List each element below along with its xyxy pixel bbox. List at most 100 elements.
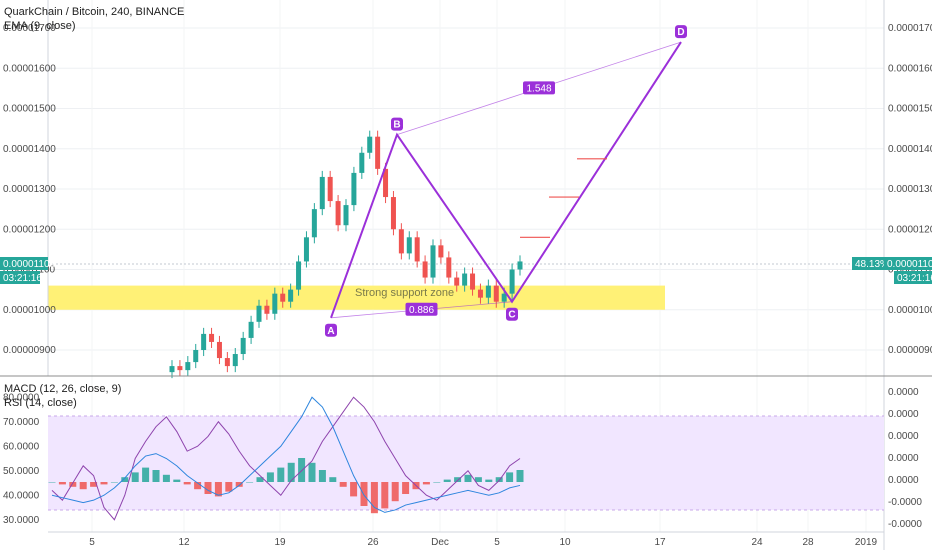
macd-bar — [266, 472, 274, 482]
macd-bar — [183, 482, 191, 485]
candle-body — [201, 333, 207, 350]
y-tick-label: 0.00000900 — [888, 345, 932, 356]
y-tick-label: 0.00001000 — [888, 305, 932, 316]
candle-body — [343, 205, 349, 226]
macd-bar — [152, 470, 160, 482]
candle-body — [216, 341, 222, 359]
time-axis[interactable]: 5 12 19 26 Dec 5 10 17 24 28 2019 — [89, 537, 877, 548]
macd-bar — [329, 477, 337, 482]
macd-bar — [48, 482, 56, 483]
target-lines — [520, 158, 607, 238]
last-price-left: 0.00001108 — [3, 259, 56, 270]
candle-body — [493, 285, 499, 302]
x-tick-label: 24 — [751, 537, 763, 548]
y-tick-label: 0.00001700 — [3, 23, 56, 34]
rsi-label[interactable]: RSI (14, close) — [4, 397, 77, 409]
macd-tick-label: 0.0000 — [888, 387, 919, 398]
macd-bar — [381, 482, 389, 509]
macd-bar — [194, 482, 202, 490]
macd-bar — [235, 482, 243, 487]
y-tick-label: 0.00001400 — [888, 144, 932, 155]
candle-body — [517, 261, 523, 270]
macd-bar — [506, 472, 514, 482]
x-tick-label: Dec — [431, 537, 449, 548]
macd-bar — [58, 482, 66, 485]
candle-body — [264, 305, 270, 314]
support-zone[interactable] — [48, 285, 665, 310]
macd-bar — [391, 482, 399, 502]
y-tick-label: 0.00001600 — [888, 63, 932, 74]
x-tick-label: 17 — [654, 537, 666, 548]
rsi-band — [48, 416, 884, 510]
last-price-badge-right — [884, 257, 932, 270]
candle-body — [438, 245, 444, 258]
macd-bar — [277, 467, 285, 482]
harmonic-pattern[interactable]: A B C D 1.548 0.886 — [325, 25, 687, 337]
candle-body — [327, 176, 333, 202]
x-tick-label: 26 — [367, 537, 379, 548]
macd-bar — [360, 482, 368, 506]
pattern-point-marker — [675, 25, 687, 39]
countdown-right: 03:21:16 — [897, 273, 932, 284]
price-axis-left[interactable]: 0.00001700 0.00001600 0.00001500 0.00001400… — [3, 23, 56, 356]
macd-bar — [287, 462, 295, 482]
rsi-tick-label: 80.0000 — [3, 392, 40, 403]
candle-body — [272, 293, 278, 314]
y-tick-label: 0.00001200 — [888, 224, 932, 235]
macd-tick-label: -0.0000 — [888, 519, 922, 530]
macd-bar — [214, 482, 222, 497]
candle-body — [296, 261, 302, 290]
rsi-axis[interactable]: 80.0000 70.0000 60.0000 50.0000 40.0000 30.00… — [3, 392, 40, 526]
rsi-tick-label: 60.0000 — [3, 441, 40, 452]
candle-body — [406, 237, 412, 254]
x-tick-label: 12 — [178, 537, 190, 548]
y-tick-label: 0.00001500 — [3, 104, 56, 115]
candle-body — [248, 321, 254, 338]
ratio-label: 0.886 — [409, 305, 434, 316]
candle-body — [430, 245, 436, 278]
last-price-right: 0.00001108 — [887, 259, 932, 270]
candle-body — [351, 172, 357, 206]
pattern-point-label: C — [508, 310, 515, 321]
candles — [169, 130, 523, 379]
macd-bar — [443, 479, 451, 482]
macd-bar — [298, 458, 306, 482]
macd-bar — [204, 482, 212, 494]
candle-body — [454, 277, 460, 286]
rsi-tick-label: 30.0000 — [3, 515, 40, 526]
y-tick-label: 0.00001400 — [3, 144, 56, 155]
candle-body — [375, 136, 381, 169]
macd-bar — [173, 479, 181, 482]
candle-body — [509, 269, 515, 294]
rsi-tick-label: 40.0000 — [3, 490, 40, 501]
candle-body — [209, 333, 215, 342]
pattern-point-label: B — [393, 120, 400, 131]
ratio-badge — [523, 81, 555, 95]
candle-body — [390, 197, 396, 230]
candle-body — [359, 152, 365, 173]
x-tick-label: 19 — [274, 537, 286, 548]
macd-axis[interactable]: 0.0000 0.0000 0.0000 0.0000 0.0000 -0.0000 -0.… — [888, 387, 922, 530]
indicator-lines — [51, 396, 521, 521]
ratio-badge — [405, 302, 438, 316]
candle-body — [288, 289, 294, 302]
candle-body — [367, 136, 373, 153]
macd-bar — [256, 477, 264, 482]
ema-label[interactable]: EMA (9, close) — [4, 20, 76, 32]
candle-body — [414, 237, 420, 262]
support-zone-label: Strong support zone — [355, 287, 454, 299]
countdown-badge-left — [0, 271, 40, 284]
candle-body — [232, 354, 238, 367]
countdown-badge-right — [894, 271, 932, 284]
rsi-tick-label: 70.0000 — [3, 417, 40, 428]
candle-body — [185, 362, 191, 371]
candle-body — [422, 261, 428, 278]
price-axis-right[interactable]: 0.00001700 0.00001600 0.00001500 0.00001400… — [888, 23, 932, 356]
y-tick-label: 0.00001300 — [888, 184, 932, 195]
macd-label[interactable]: MACD (12, 26, close, 9) — [4, 383, 121, 395]
candle-body — [240, 337, 246, 355]
macd-bar — [69, 482, 77, 487]
macd-bar — [110, 482, 118, 483]
macd-bar — [90, 482, 98, 487]
